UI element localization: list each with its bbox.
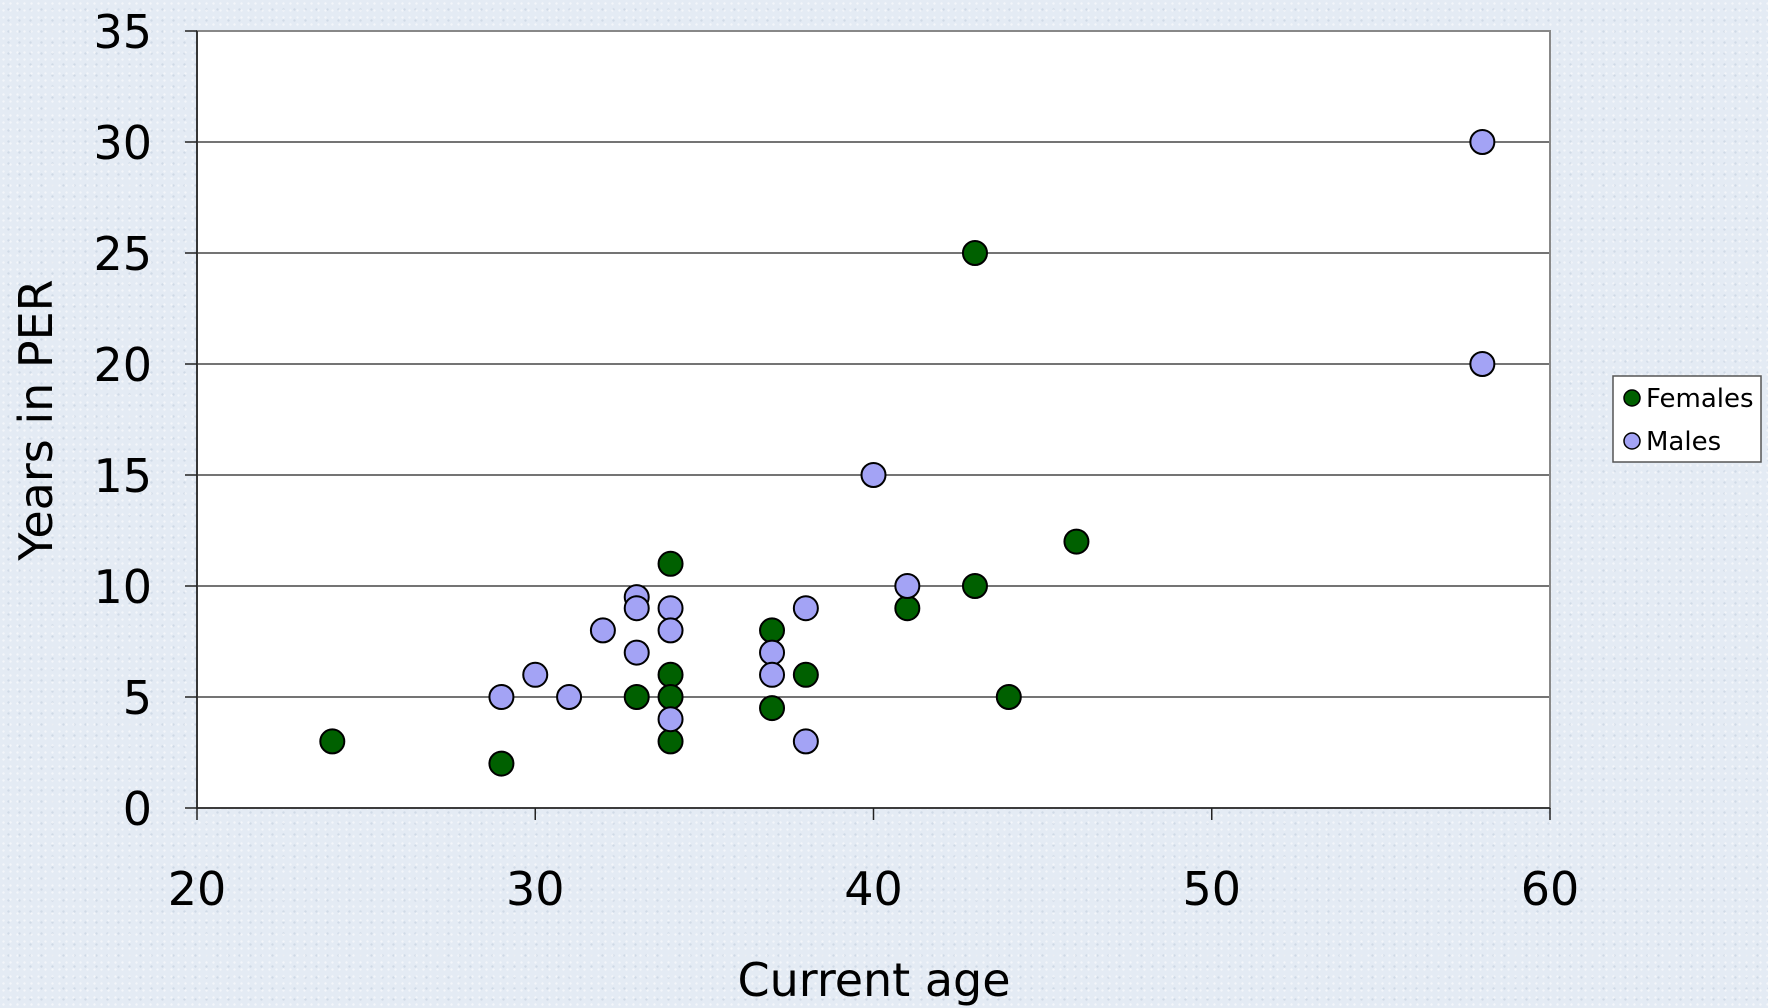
x-tick-label: 50 bbox=[1182, 862, 1241, 916]
data-point bbox=[961, 240, 988, 266]
data-point bbox=[759, 617, 786, 644]
x-tick-label: 30 bbox=[506, 862, 565, 916]
series-females bbox=[319, 240, 1090, 777]
legend: Females Males bbox=[1612, 375, 1762, 463]
data-point bbox=[657, 661, 684, 688]
data-points bbox=[319, 129, 1496, 777]
data-point bbox=[556, 684, 583, 710]
data-point bbox=[961, 573, 988, 599]
plot-area bbox=[197, 31, 1550, 808]
data-point bbox=[894, 573, 921, 599]
y-tick-label: 0 bbox=[123, 782, 152, 836]
y-tick-label: 30 bbox=[93, 116, 152, 170]
data-point bbox=[759, 639, 786, 666]
y-tick-label: 10 bbox=[93, 560, 152, 614]
data-point bbox=[488, 750, 515, 777]
y-tick-label: 15 bbox=[93, 449, 152, 503]
y-tick-label: 5 bbox=[123, 671, 152, 725]
legend-label-females: Females bbox=[1646, 384, 1754, 414]
y-tick-label: 25 bbox=[93, 227, 152, 281]
axes bbox=[185, 30, 1551, 820]
data-point bbox=[657, 550, 684, 577]
data-point bbox=[589, 617, 616, 644]
data-point bbox=[1469, 129, 1496, 155]
data-point bbox=[759, 695, 786, 722]
x-tick-labels: 20 30 40 50 60 bbox=[168, 862, 1580, 916]
data-point bbox=[657, 706, 684, 733]
data-point bbox=[657, 617, 684, 644]
data-point bbox=[792, 595, 819, 622]
data-point bbox=[319, 728, 346, 755]
data-point bbox=[792, 661, 819, 688]
y-tick-label: 20 bbox=[93, 338, 152, 392]
x-tick-label: 60 bbox=[1521, 862, 1580, 916]
data-point bbox=[522, 661, 549, 688]
data-point bbox=[623, 639, 650, 666]
data-point bbox=[1063, 528, 1090, 555]
series-males bbox=[488, 129, 1496, 755]
legend-marker-males bbox=[1623, 432, 1641, 450]
data-point bbox=[995, 684, 1022, 710]
x-tick-label: 40 bbox=[844, 862, 903, 916]
x-tick-label: 20 bbox=[168, 862, 227, 916]
legend-marker-females bbox=[1623, 389, 1641, 407]
legend-label-males: Males bbox=[1646, 427, 1721, 457]
data-point bbox=[1469, 351, 1496, 377]
data-point bbox=[759, 661, 786, 688]
data-point bbox=[860, 462, 887, 488]
y-axis-title: Years in PER bbox=[9, 279, 63, 561]
data-point bbox=[623, 684, 650, 710]
x-axis-title: Current age bbox=[737, 953, 1010, 1007]
data-point bbox=[657, 595, 684, 622]
data-point bbox=[894, 595, 921, 622]
data-point bbox=[623, 595, 650, 622]
data-point bbox=[792, 728, 819, 755]
data-point bbox=[657, 728, 684, 755]
y-tick-label: 35 bbox=[93, 5, 152, 59]
data-point bbox=[657, 684, 684, 710]
y-tick-labels: 0 5 10 15 20 25 30 35 bbox=[93, 5, 152, 836]
data-point bbox=[488, 684, 515, 710]
